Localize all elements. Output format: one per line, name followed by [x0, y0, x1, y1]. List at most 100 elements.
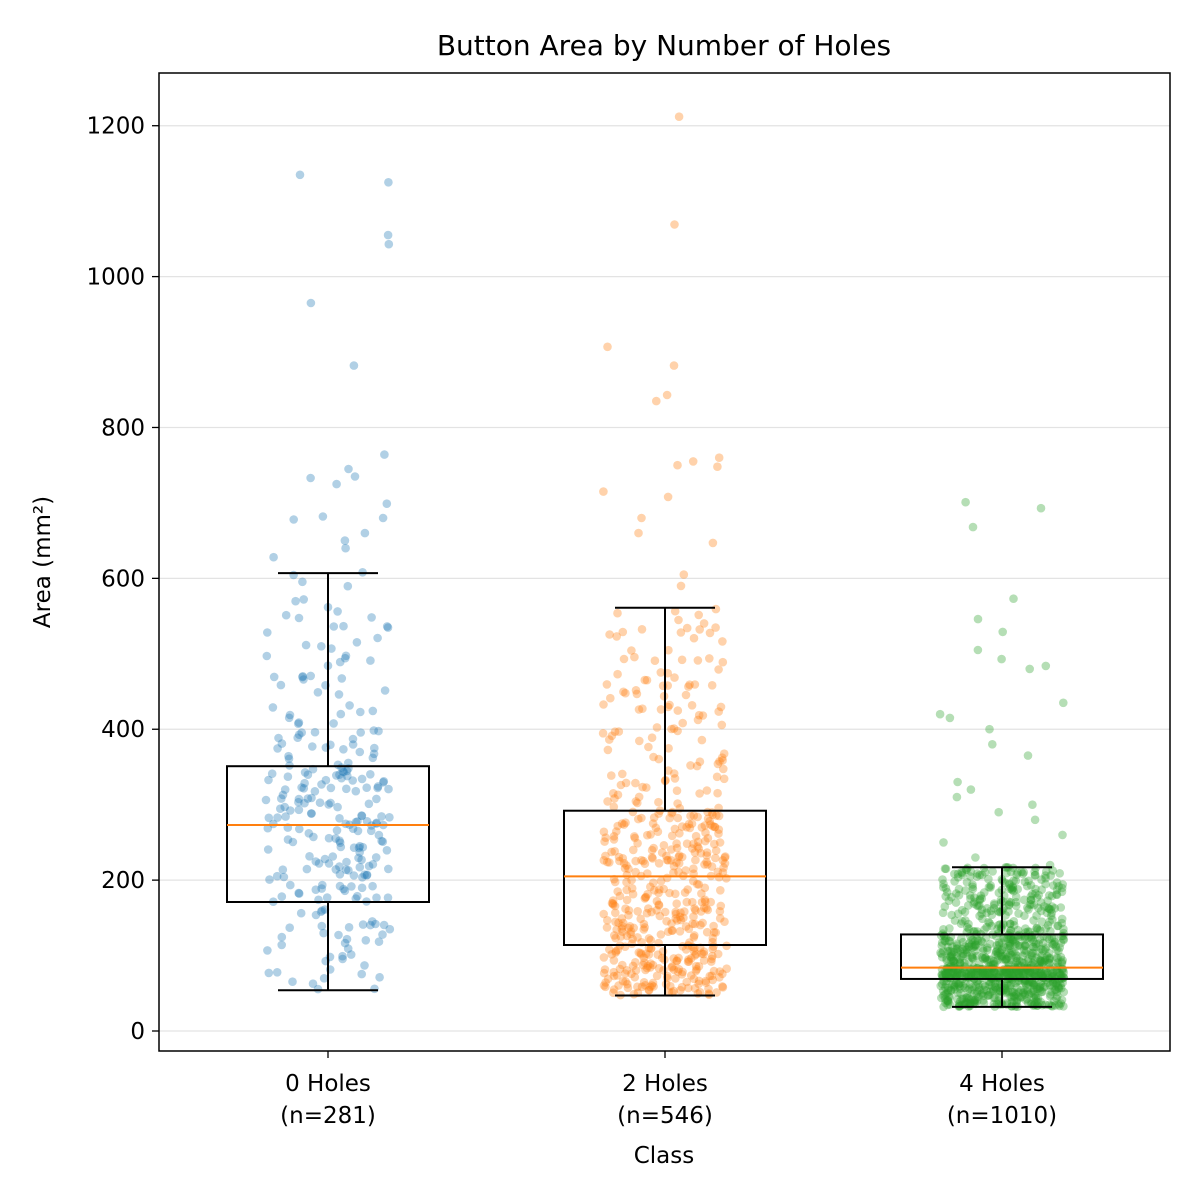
data-point	[356, 707, 365, 717]
data-point	[307, 809, 316, 818]
data-point	[945, 713, 955, 723]
data-point	[1017, 867, 1026, 877]
data-point	[607, 731, 617, 741]
data-point	[1007, 947, 1016, 956]
data-point	[622, 931, 632, 941]
data-point	[718, 657, 728, 667]
data-point	[1027, 978, 1037, 987]
data-point	[343, 944, 353, 953]
data-point	[691, 966, 701, 976]
data-point	[709, 966, 719, 976]
data-point	[1020, 985, 1029, 995]
data-point	[974, 992, 983, 1002]
data-point	[946, 986, 956, 995]
data-point	[969, 996, 978, 1006]
data-point	[975, 895, 985, 905]
data-point	[1047, 987, 1056, 996]
data-point	[688, 457, 698, 466]
data-point	[937, 941, 947, 950]
data-point	[985, 987, 995, 997]
x-tick-count-label: (n=1010)	[947, 1103, 1057, 1129]
data-point	[674, 615, 683, 625]
data-point	[1013, 925, 1023, 935]
data-point	[705, 971, 715, 981]
data-point	[610, 877, 620, 887]
data-point	[301, 640, 311, 650]
data-point	[663, 702, 673, 712]
data-point	[951, 898, 961, 907]
data-point	[986, 968, 995, 978]
data-point	[343, 771, 352, 781]
data-point	[710, 822, 720, 832]
data-point	[1022, 946, 1031, 956]
data-point	[609, 802, 619, 812]
data-point	[360, 961, 369, 970]
data-point	[624, 910, 633, 920]
data-point	[1046, 871, 1056, 880]
data-point	[325, 952, 335, 962]
data-point	[993, 951, 1003, 960]
data-point	[639, 953, 649, 962]
data-point	[265, 875, 274, 884]
data-point	[683, 957, 693, 966]
data-point	[664, 766, 673, 775]
data-point	[990, 968, 1000, 978]
y-tick-label: 200	[101, 868, 145, 894]
data-point	[945, 924, 954, 933]
data-point	[715, 907, 725, 916]
data-point	[1013, 951, 1022, 961]
y-tick-label: 600	[101, 566, 145, 592]
data-point	[622, 861, 631, 870]
data-point	[672, 899, 681, 908]
data-point	[1052, 878, 1062, 887]
data-point	[633, 982, 642, 992]
data-point	[611, 933, 620, 943]
y-axis-title: Area (mm²)	[30, 496, 56, 628]
data-point	[1046, 905, 1055, 914]
data-point	[272, 968, 282, 977]
data-point	[307, 793, 316, 803]
data-point	[973, 970, 983, 979]
data-point	[981, 971, 990, 980]
data-point	[968, 935, 978, 945]
data-point	[944, 896, 954, 905]
data-point	[966, 971, 976, 980]
x-tick-count-label: (n=281)	[280, 1103, 376, 1129]
data-point	[383, 230, 393, 240]
data-point	[705, 628, 715, 638]
data-point	[1051, 980, 1061, 989]
data-point	[953, 995, 962, 1004]
data-point	[949, 967, 958, 977]
data-point	[977, 936, 986, 946]
data-point	[678, 942, 687, 951]
data-point	[666, 981, 675, 991]
data-point	[687, 701, 697, 710]
data-point	[1028, 958, 1037, 968]
data-point	[662, 851, 671, 861]
data-point	[353, 826, 363, 836]
data-point	[971, 995, 980, 1005]
data-point	[694, 610, 703, 620]
data-point	[1031, 992, 1040, 1001]
data-point	[1011, 953, 1021, 963]
data-point	[1013, 970, 1023, 979]
data-point	[995, 948, 1005, 957]
data-point	[328, 852, 338, 861]
data-point	[1059, 987, 1069, 997]
data-point	[1000, 983, 1010, 993]
data-point	[1056, 970, 1066, 979]
data-point	[671, 889, 680, 899]
data-point	[676, 908, 685, 917]
data-point	[617, 819, 627, 828]
data-point	[946, 951, 955, 961]
data-point	[1020, 941, 1030, 950]
data-point	[1020, 978, 1030, 988]
data-point	[1012, 870, 1022, 879]
data-point	[1025, 664, 1034, 674]
data-point	[1045, 981, 1055, 990]
data-point	[1032, 982, 1041, 992]
data-point	[964, 942, 973, 952]
data-point	[941, 966, 950, 976]
data-point	[1036, 971, 1046, 980]
data-point	[935, 709, 945, 719]
